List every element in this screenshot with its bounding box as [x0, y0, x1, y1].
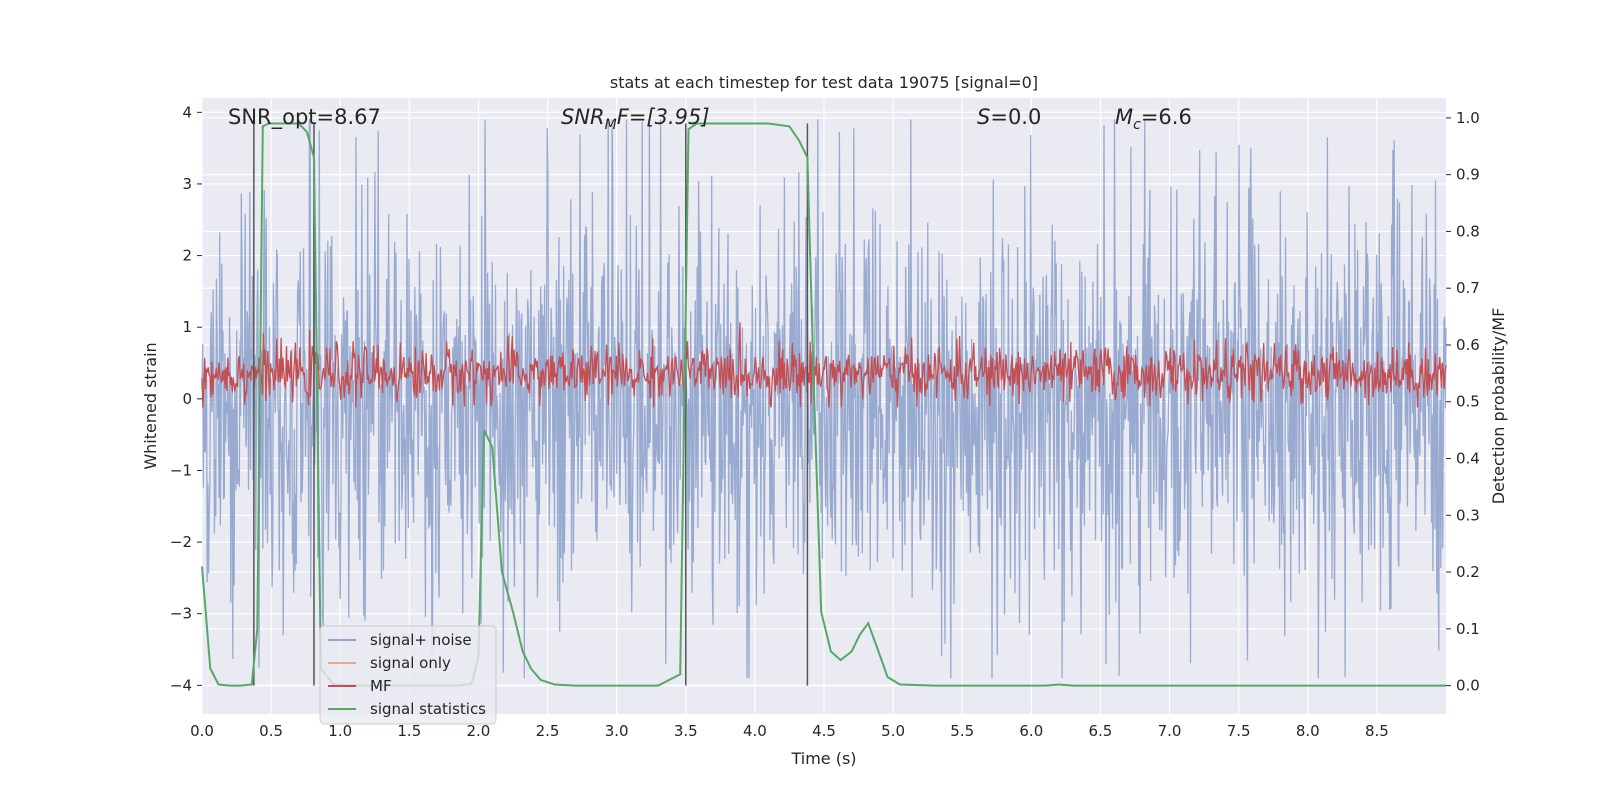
y-tick-label: 2	[182, 247, 192, 265]
mf-line	[201, 322, 1447, 408]
y2-axis-ticks: 0.0 0.1 0.2 0.3 0.4 0.5 0.6 0.7 0.8 0.9 1.0	[1446, 109, 1480, 695]
y2-axis-label: Detection probability/MF	[1489, 308, 1508, 505]
annotation-snr-mf-sub: M	[605, 117, 617, 133]
x-tick-label: 2.5	[536, 722, 560, 740]
y2-tick-label: 0.6	[1456, 336, 1480, 354]
vertical-markers	[253, 123, 809, 686]
legend: signal+ noise signal only MF signal stat…	[319, 625, 497, 725]
signal-statistics-series	[201, 122, 1446, 687]
annotation-snr-mf: SNRMF=[3.95]	[561, 105, 710, 133]
y-tick-label: −3	[170, 605, 192, 623]
signal-statistics-line	[201, 122, 1446, 687]
y2-tick-label: 0.3	[1456, 506, 1480, 524]
x-tick-label: 5.5	[950, 722, 974, 740]
x-axis-ticks: 0.0 0.5 1.0 1.5 2.0 2.5 3.0 3.5 4.0 4.5 5.0 5.5 6.0 6…	[190, 722, 1389, 740]
y-axis-ticks: −4 −3 −2 −1 0 1 2 3 4	[170, 103, 202, 694]
annotation-snr-mf-rest: F=[3.95]	[617, 105, 710, 129]
x-tick-label: 3.0	[605, 722, 629, 740]
legend-box	[319, 625, 497, 725]
x-tick-label: 0.5	[259, 722, 283, 740]
y2-tick-label: 0.8	[1456, 222, 1480, 240]
x-tick-label: 8.0	[1296, 722, 1320, 740]
y-tick-label: 3	[182, 175, 192, 193]
signal-noise-line	[201, 118, 1447, 679]
annotation-mc-rest: =6.6	[1141, 105, 1192, 129]
x-tick-label: 5.0	[881, 722, 905, 740]
x-tick-label: 4.0	[743, 722, 767, 740]
annotation-s: S=0.0	[977, 105, 1041, 129]
x-tick-label: 7.0	[1158, 722, 1182, 740]
annotation-s-main: S	[977, 105, 990, 129]
legend-label-noise: signal+ noise	[370, 631, 472, 649]
x-tick-label: 8.5	[1365, 722, 1389, 740]
mf-series	[201, 322, 1447, 408]
annotation-mc: Mc=6.6	[1115, 105, 1192, 133]
y-tick-label: −4	[170, 676, 192, 694]
annotation-snr-opt: SNR_opt=8.67	[228, 105, 381, 130]
y2-tick-label: 0.9	[1456, 166, 1480, 184]
y2-tick-label: 0.1	[1456, 620, 1480, 638]
x-tick-label: 6.0	[1019, 722, 1043, 740]
signal-noise-series	[201, 118, 1447, 679]
x-tick-label: 0.0	[190, 722, 214, 740]
y2-tick-label: 0.4	[1456, 450, 1480, 468]
annotation-mc-sub: c	[1133, 117, 1141, 133]
annotation-mc-main: M	[1115, 105, 1133, 129]
annotation-s-rest: =0.0	[990, 105, 1041, 129]
y2-tick-label: 0.7	[1456, 279, 1480, 297]
y2-tick-label: 0.5	[1456, 393, 1480, 411]
annotation-snr-mf-main: SNR	[561, 105, 605, 129]
legend-label-signal-only: signal only	[370, 654, 451, 672]
y-tick-label: 1	[182, 318, 192, 336]
y-tick-label: −1	[170, 461, 192, 479]
y2-tick-label: 0.2	[1456, 563, 1480, 581]
x-tick-label: 3.5	[674, 722, 698, 740]
x-tick-label: 6.5	[1089, 722, 1113, 740]
x-tick-label: 4.5	[812, 722, 836, 740]
x-axis-label: Time (s)	[790, 749, 856, 768]
chart-title: stats at each timestep for test data 190…	[610, 73, 1038, 92]
y-axis-label: Whitened strain	[141, 342, 160, 469]
legend-label-mf: MF	[370, 677, 392, 695]
y-tick-label: 4	[182, 103, 192, 121]
y2-tick-label: 1.0	[1456, 109, 1480, 127]
x-tick-label: 7.5	[1227, 722, 1251, 740]
y-tick-label: −2	[170, 533, 192, 551]
legend-label-signal-statistics: signal statistics	[370, 700, 486, 718]
x-tick-label: 1.5	[397, 722, 421, 740]
x-tick-label: 1.0	[328, 722, 352, 740]
y2-tick-label: 0.0	[1456, 677, 1480, 695]
x-tick-label: 2.0	[467, 722, 491, 740]
y-tick-label: 0	[182, 390, 192, 408]
